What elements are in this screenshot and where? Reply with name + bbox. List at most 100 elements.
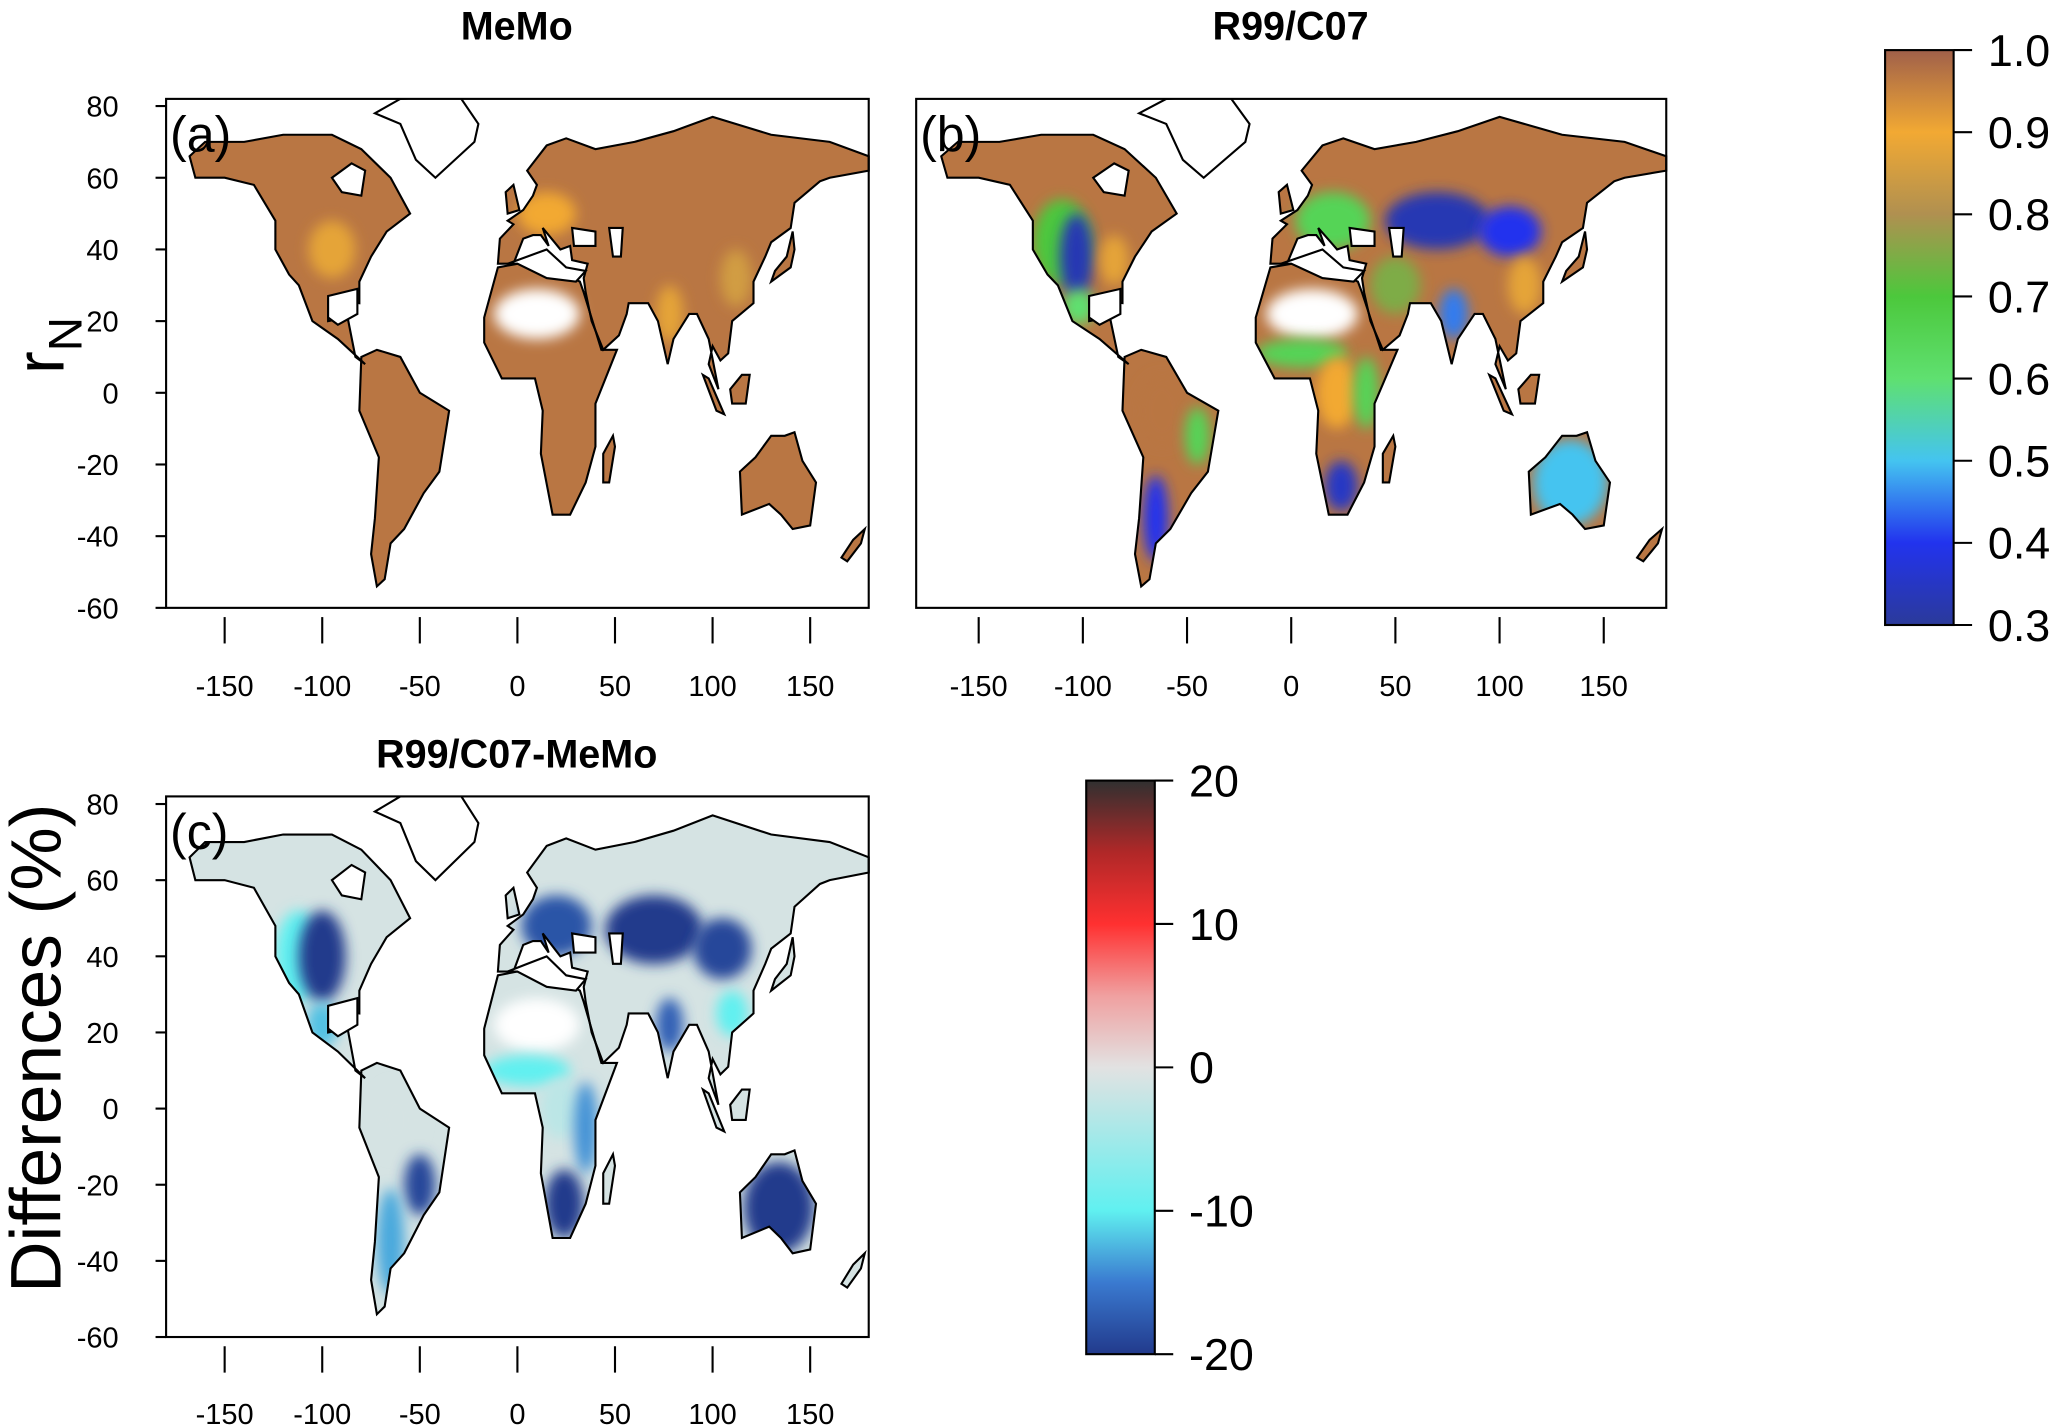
- y-tick-label: 40: [86, 942, 118, 974]
- region-central-africa: [1316, 356, 1358, 429]
- region-europe: [517, 192, 576, 236]
- outline-caspian: [607, 226, 624, 258]
- x-tick-label: 150: [786, 1399, 834, 1428]
- colorbar-tick-label: -10: [1189, 1187, 1254, 1237]
- panel-a-ylabel: rN: [1, 317, 92, 374]
- colorbar-tick-label: 0.3: [1988, 601, 2050, 651]
- rn-subscript: N: [40, 317, 93, 351]
- region-east-china: [1507, 256, 1542, 314]
- x-tick-label: 100: [1475, 671, 1523, 703]
- panel-label: (a): [170, 107, 231, 163]
- coastline-sumatra: [700, 1086, 727, 1134]
- land-madagascar: [603, 435, 615, 483]
- region-central-asia: [605, 895, 703, 964]
- outline-mediterranean: [1280, 248, 1367, 283]
- rn-symbol: r: [1, 351, 78, 374]
- region-mongolia: [1478, 206, 1542, 257]
- coastline-new-zealand: [839, 1249, 867, 1290]
- land-borneo: [1518, 374, 1540, 404]
- coastline-north-america: [188, 833, 412, 1080]
- plot-frame: [165, 97, 870, 609]
- coastline-north-america: [940, 133, 1179, 366]
- outline-black-sea: [1348, 226, 1376, 247]
- land-borneo: [730, 374, 750, 404]
- x-tick-label: -150: [196, 1399, 254, 1428]
- outline-black-sea: [570, 932, 597, 954]
- outline-mediterranean: [507, 248, 588, 283]
- land-north-america: [189, 134, 411, 365]
- x-tick-label: -100: [293, 1399, 351, 1428]
- map-panel-b: (b) -150 -100 -50 0 50 100 150: [915, 97, 1668, 703]
- outline-caspian: [1387, 226, 1405, 258]
- x-tick-label: 50: [599, 1399, 631, 1428]
- land-great-britain: [505, 184, 520, 214]
- x-tick-label: 100: [688, 671, 736, 703]
- colorbar-gradient: [1085, 779, 1156, 1356]
- coastline-south-america: [358, 348, 451, 589]
- y-tick-label: 0: [103, 378, 119, 410]
- coastline-north-america: [188, 133, 412, 366]
- region-central-us: [308, 220, 356, 279]
- region-south-china: [716, 990, 748, 1037]
- region-india: [655, 998, 684, 1052]
- svg-text:rN: rN: [1, 317, 92, 374]
- coastline-new-zealand: [839, 525, 867, 563]
- x-tick-label: 150: [786, 671, 834, 703]
- y-tick-label: -60: [77, 593, 119, 625]
- coastline-eurasia: [1269, 115, 1668, 390]
- outline-greenland: [372, 796, 480, 882]
- y-tick-label: 80: [86, 790, 118, 822]
- x-tick-label: 0: [1283, 671, 1299, 703]
- land-borneo: [730, 1089, 750, 1120]
- region-central-us: [298, 910, 346, 1002]
- y-tick-label: 60: [86, 163, 118, 195]
- map-panel-a: (a) -150 -100 -50 0 50 100 150 80 60 40 20 0 -20 -40 -6…: [77, 92, 870, 703]
- land-eurasia: [497, 116, 869, 390]
- x-tick-label: -100: [293, 671, 351, 703]
- coastline-great-britain: [504, 885, 521, 920]
- y-tick-label: 20: [86, 307, 118, 339]
- outline-gulf-of-mexico: [1088, 287, 1122, 326]
- region-amazon: [372, 1085, 420, 1155]
- outline-caspian: [607, 932, 624, 965]
- y-tick-label: 80: [86, 92, 118, 124]
- plot-frame: [165, 795, 870, 1339]
- plot-frame: [915, 97, 1668, 609]
- region-eastern-us: [1099, 235, 1129, 286]
- region-central-asia: [1384, 192, 1490, 250]
- panel-a-title: MeMo: [461, 5, 573, 49]
- y-tick-label: -20: [77, 1170, 119, 1202]
- value-regions: [1032, 192, 1608, 562]
- region-argentina: [376, 1188, 405, 1296]
- colorbar-tick-label: 0.4: [1988, 519, 2050, 569]
- region-east-africa: [1353, 356, 1379, 429]
- region-southern-africa: [1324, 460, 1358, 512]
- land-new-zealand: [1637, 529, 1663, 562]
- coastline-south-america: [1121, 348, 1220, 589]
- region-australia: [1532, 439, 1608, 526]
- colorbar-diff: 20 10 0 -10 -20: [1085, 756, 1254, 1380]
- land-eurasia: [1270, 116, 1667, 390]
- coastline-borneo: [729, 373, 751, 405]
- region-sahara: [493, 998, 580, 1052]
- coastline-madagascar: [602, 432, 617, 484]
- y-tick-label: -20: [77, 450, 119, 482]
- region-india: [1439, 288, 1469, 340]
- region-sahara: [493, 288, 580, 340]
- region-central-us: [1059, 213, 1094, 300]
- coastline-japan: [1559, 231, 1589, 285]
- colorbar-tick-label: 0.9: [1988, 108, 2050, 158]
- y-tick-label: 0: [103, 1094, 119, 1126]
- outline-greenland: [1136, 98, 1251, 180]
- map-panel-c: (c) -150 -100 -50 0 50 100 150 80 60 40 20 0 -20 -40 -6…: [77, 790, 870, 1428]
- colorbar-tick-label: 0: [1189, 1043, 1214, 1093]
- coastline-south-america: [358, 1061, 451, 1317]
- coastline-sumatra: [1487, 372, 1515, 417]
- region-middle-east: [1370, 256, 1421, 314]
- outline-hudson-bay: [1091, 162, 1130, 197]
- coastline-eurasia: [496, 115, 870, 390]
- land-south-america: [359, 349, 450, 587]
- x-tick-label: 0: [509, 671, 525, 703]
- colorbar-tick-label: 0.6: [1988, 354, 2050, 404]
